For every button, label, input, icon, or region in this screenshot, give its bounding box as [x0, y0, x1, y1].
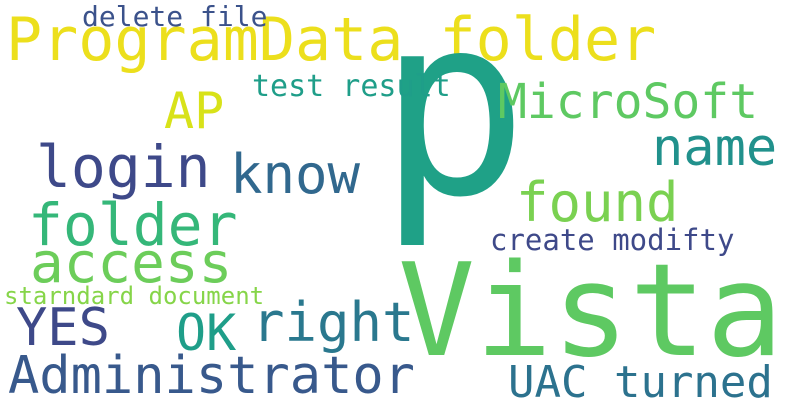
word-folder: folder [28, 191, 238, 259]
word-uac-turned: UAC turned [508, 357, 773, 400]
word-delete-file: delete file [82, 0, 268, 33]
word-know: know [230, 143, 361, 206]
word-login: login [36, 133, 211, 201]
word-p: p [378, 0, 529, 252]
word-programdata-folder: ProgramData folder [6, 5, 657, 75]
word-access: access [30, 231, 233, 296]
word-yes: YES [16, 298, 110, 358]
word-name: name [652, 118, 778, 178]
word-found: found [516, 171, 679, 234]
word-administrator: Administrator [8, 346, 415, 400]
word-test-result: test result [252, 69, 451, 104]
word-ok: OK [176, 304, 237, 362]
word-microsoft: MicroSoft [498, 74, 759, 130]
word-right: right [252, 291, 415, 354]
word-vista: Vista [398, 237, 784, 386]
word-ap: AP [164, 82, 225, 140]
word-create-modifty: create modifty [490, 223, 735, 257]
word-starndard-document: starndard document [4, 282, 265, 310]
